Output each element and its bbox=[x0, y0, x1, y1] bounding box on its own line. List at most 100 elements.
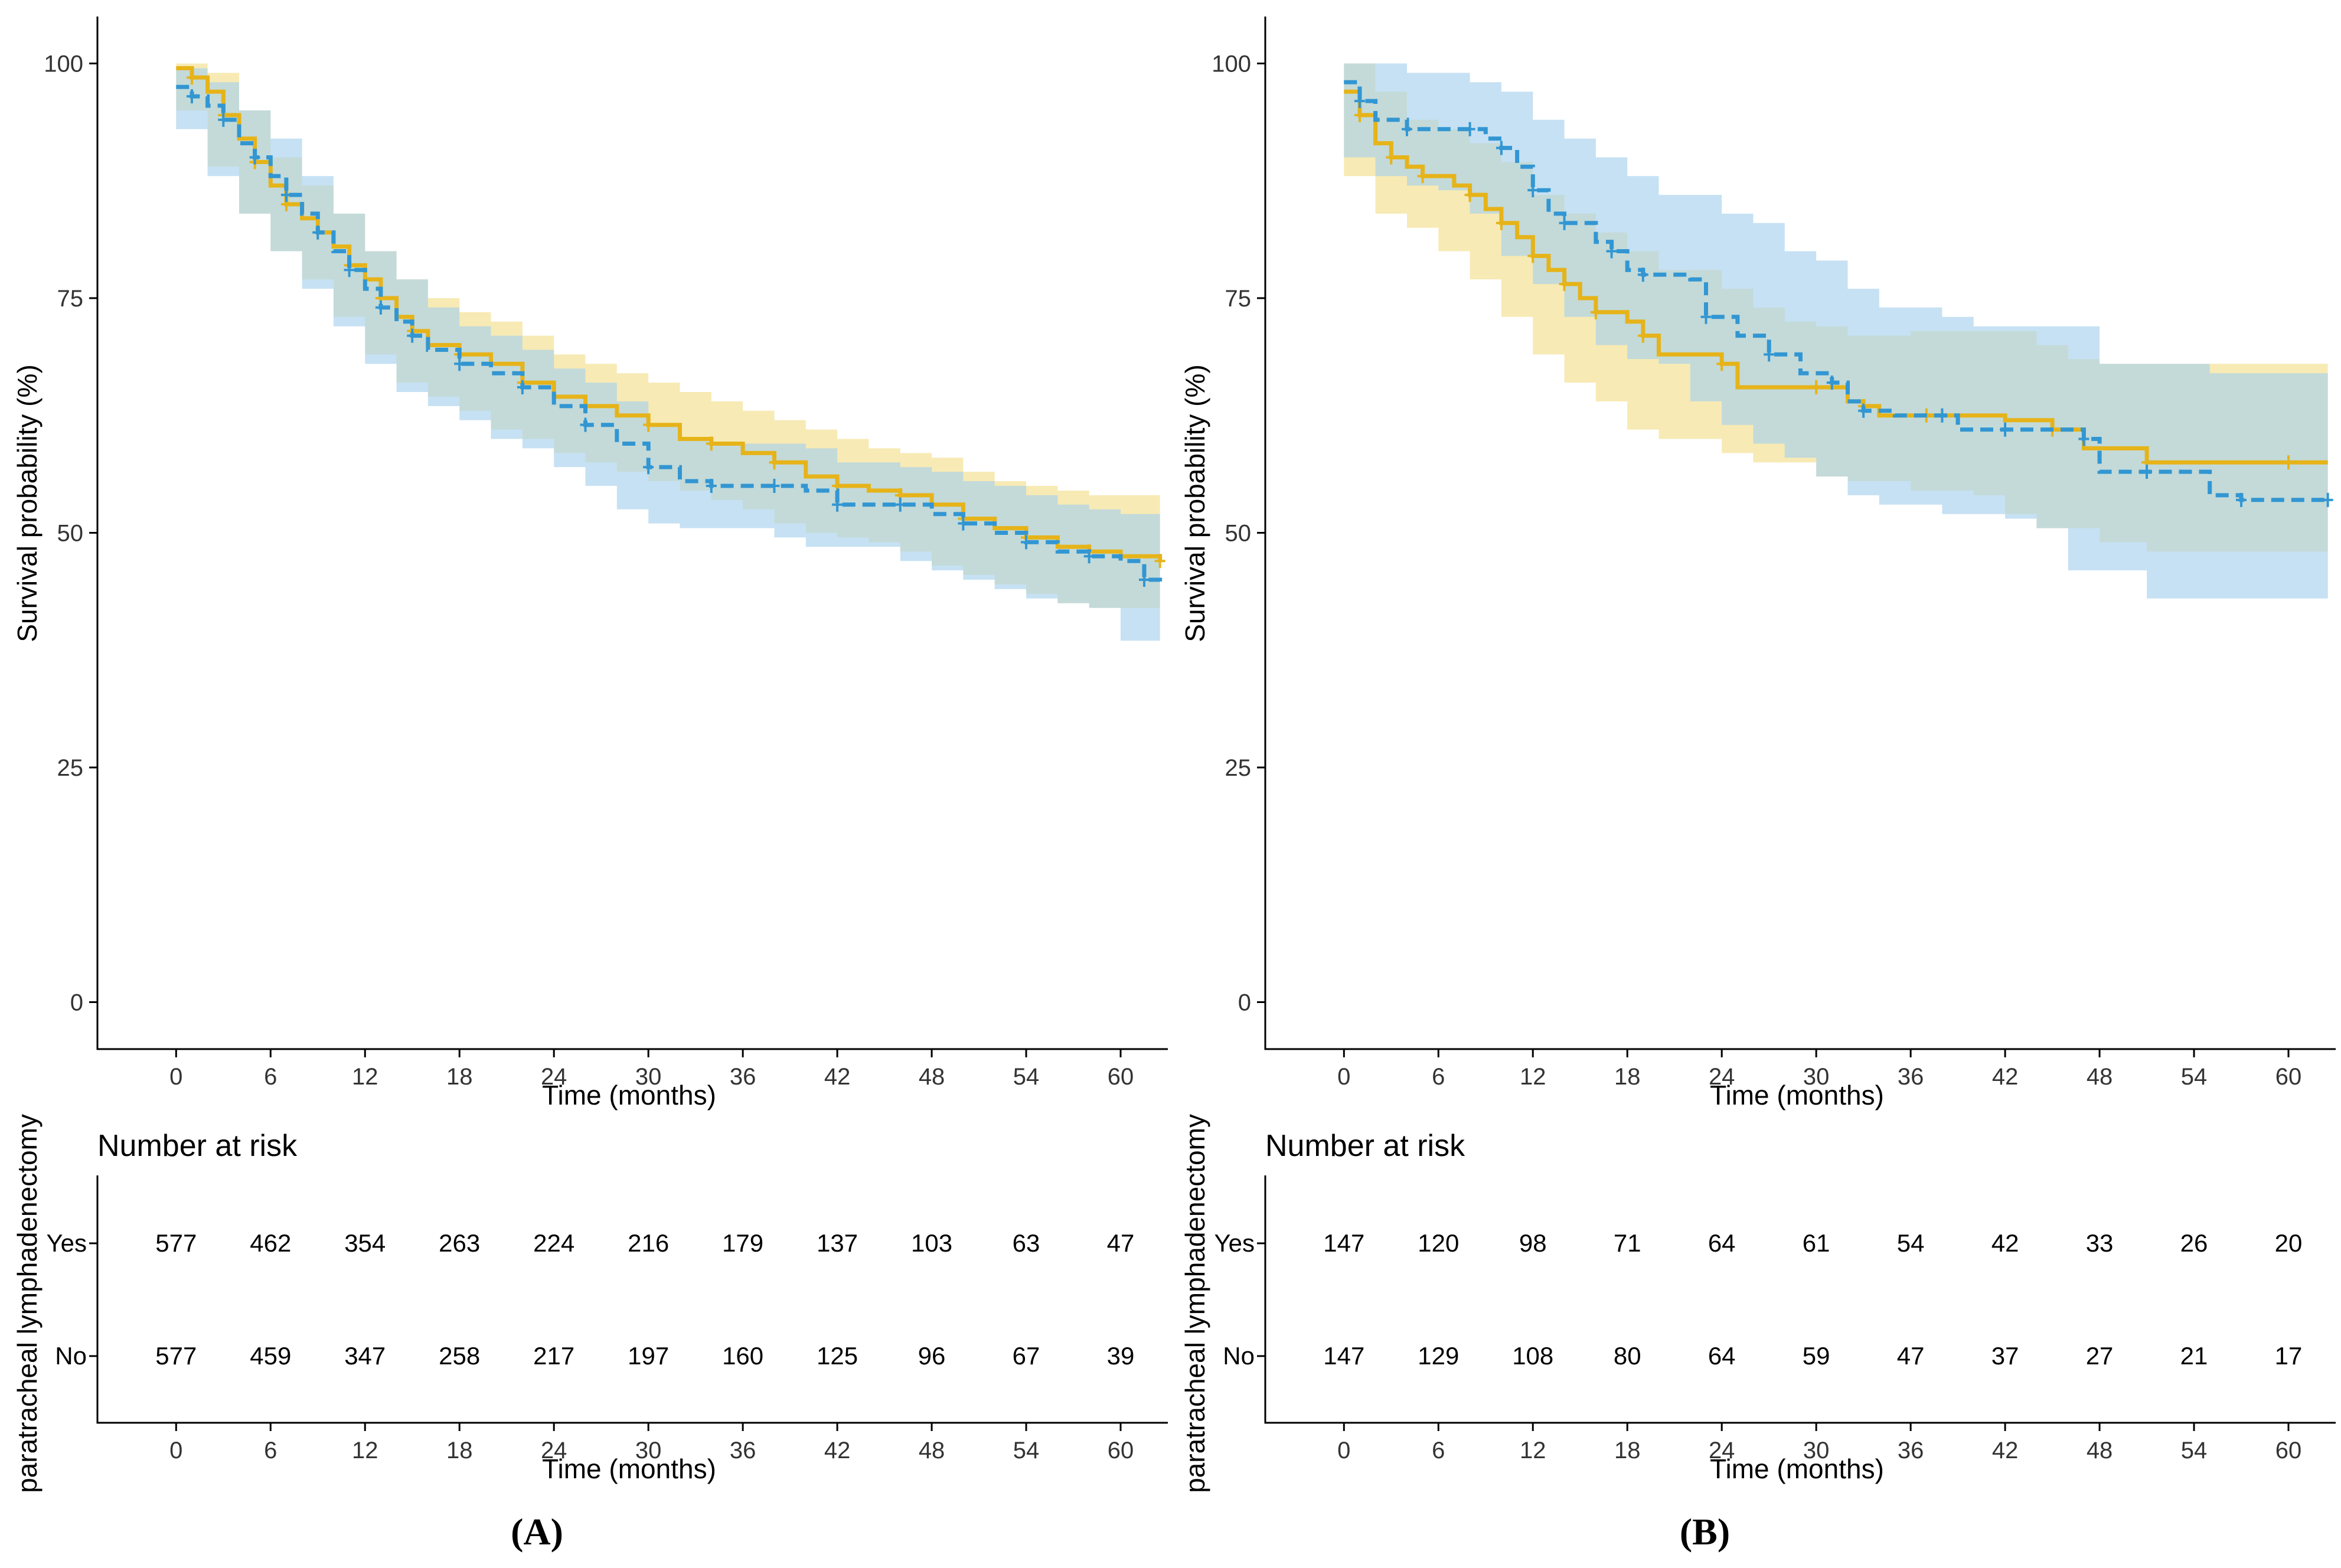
censor-mark-no bbox=[1527, 183, 1539, 198]
x-tick-label: 36 bbox=[730, 1064, 756, 1090]
censor-mark-yes bbox=[643, 417, 654, 432]
plot-axes bbox=[96, 17, 1168, 1050]
risk-count: 347 bbox=[344, 1342, 386, 1370]
risk-table-title: Number at risk bbox=[1265, 1129, 1465, 1163]
risk-x-tick-label: 24 bbox=[541, 1438, 567, 1464]
y-tick-label: 25 bbox=[57, 755, 84, 781]
censor-mark-yes bbox=[706, 436, 717, 451]
risk-count: 17 bbox=[2275, 1342, 2303, 1370]
risk-x-tick-label: 0 bbox=[169, 1438, 182, 1464]
censor-mark-no bbox=[1464, 122, 1475, 136]
y-tick-label: 25 bbox=[1225, 755, 1252, 781]
risk-x-tick-label: 48 bbox=[919, 1438, 945, 1464]
x-tick-label: 6 bbox=[1432, 1064, 1445, 1090]
risk-count: 67 bbox=[1013, 1342, 1040, 1370]
risk-count: 47 bbox=[1107, 1229, 1135, 1257]
risk-table-axes bbox=[96, 1175, 1168, 1424]
censor-mark-no bbox=[375, 300, 386, 315]
risk-count: 147 bbox=[1323, 1229, 1364, 1257]
risk-count: 39 bbox=[1107, 1342, 1135, 1370]
censor-mark-yes bbox=[1811, 380, 1822, 395]
risk-count: 125 bbox=[817, 1342, 858, 1370]
censor-mark-no bbox=[1354, 94, 1365, 109]
risk-x-tick-label: 36 bbox=[730, 1438, 756, 1464]
risk-row-label-no: No bbox=[55, 1342, 87, 1370]
risk-count: 179 bbox=[722, 1229, 763, 1257]
censor-mark-no bbox=[1826, 375, 1837, 390]
risk-x-tick-label: 54 bbox=[1013, 1438, 1040, 1464]
censor-mark-yes bbox=[1496, 215, 1507, 230]
risk-count: 96 bbox=[918, 1342, 946, 1370]
risk-x-tick-label: 48 bbox=[2087, 1438, 2113, 1464]
risk-count: 258 bbox=[439, 1342, 480, 1370]
x-tick-label: 0 bbox=[169, 1064, 182, 1090]
y-tick-label: 50 bbox=[1225, 521, 1252, 547]
risk-y-axis-title: paratracheal lymphadenectomy bbox=[12, 1114, 43, 1493]
x-tick-label: 18 bbox=[1614, 1064, 1641, 1090]
risk-count: 47 bbox=[1897, 1342, 1925, 1370]
risk-x-tick-label: 54 bbox=[2181, 1438, 2208, 1464]
censor-mark-no bbox=[1700, 309, 1712, 324]
censor-mark-no bbox=[958, 516, 969, 531]
survival-line-no bbox=[1344, 80, 2328, 502]
risk-x-axis-title: Time (months) bbox=[1710, 1453, 1884, 1484]
x-tick-label: 18 bbox=[446, 1064, 473, 1090]
y-axis-title: Survival probability (%) bbox=[1180, 364, 1210, 642]
risk-x-tick-label: 6 bbox=[1432, 1438, 1445, 1464]
censor-mark-no bbox=[280, 188, 292, 202]
risk-x-tick-label: 60 bbox=[1108, 1438, 1134, 1464]
risk-x-tick-label: 6 bbox=[264, 1438, 277, 1464]
censor-mark-no bbox=[407, 328, 418, 343]
risk-y-axis-title: paratracheal lymphadenectomy bbox=[1180, 1114, 1210, 1493]
risk-table-title: Number at risk bbox=[97, 1129, 298, 1163]
censor-mark-no bbox=[312, 225, 324, 240]
x-tick-label: 30 bbox=[635, 1064, 662, 1090]
ci-band-no bbox=[1344, 63, 2328, 599]
risk-count: 108 bbox=[1512, 1342, 1553, 1370]
censor-mark-no bbox=[1637, 267, 1648, 282]
censor-mark-no bbox=[1559, 215, 1570, 230]
risk-count: 59 bbox=[1803, 1342, 1830, 1370]
risk-count: 42 bbox=[1991, 1229, 2019, 1257]
y-tick-label: 75 bbox=[1225, 286, 1252, 312]
censor-mark-no bbox=[769, 479, 780, 493]
risk-count: 27 bbox=[2086, 1342, 2114, 1370]
x-tick-label: 12 bbox=[352, 1064, 378, 1090]
y-tick-label: 50 bbox=[57, 521, 84, 547]
censor-mark-yes bbox=[1464, 188, 1475, 202]
censor-mark-no bbox=[2000, 422, 2011, 437]
risk-count: 33 bbox=[2086, 1229, 2114, 1257]
risk-row-label-yes: Yes bbox=[1214, 1229, 1255, 1257]
x-tick-label: 54 bbox=[2181, 1064, 2208, 1090]
risk-x-axis-title: Time (months) bbox=[542, 1453, 716, 1484]
censor-mark-no bbox=[1021, 535, 1032, 550]
risk-count: 26 bbox=[2180, 1229, 2208, 1257]
risk-count: 61 bbox=[1803, 1229, 1830, 1257]
censor-mark-no bbox=[832, 497, 843, 512]
censor-mark-no bbox=[1937, 408, 1948, 423]
risk-x-tick-label: 12 bbox=[1520, 1438, 1546, 1464]
risk-count: 120 bbox=[1418, 1229, 1459, 1257]
risk-x-tick-label: 42 bbox=[1992, 1438, 2019, 1464]
risk-x-tick-label: 36 bbox=[1898, 1438, 1924, 1464]
censor-mark-no bbox=[2141, 465, 2153, 479]
x-tick-label: 0 bbox=[1337, 1064, 1350, 1090]
censor-mark-no bbox=[218, 112, 229, 127]
risk-x-tick-label: 18 bbox=[446, 1438, 473, 1464]
plot-area bbox=[1344, 63, 2333, 599]
risk-count: 462 bbox=[250, 1229, 291, 1257]
censor-mark-no bbox=[1764, 347, 1775, 362]
censor-mark-yes bbox=[1417, 169, 1428, 184]
risk-count: 216 bbox=[628, 1229, 669, 1257]
y-tick-label: 0 bbox=[70, 990, 83, 1016]
risk-count: 217 bbox=[533, 1342, 574, 1370]
censor-mark-no bbox=[344, 263, 355, 277]
panel-label: (B) bbox=[1680, 1511, 1730, 1553]
risk-count: 577 bbox=[155, 1229, 197, 1257]
censor-mark-no bbox=[894, 497, 906, 512]
censor-mark-yes bbox=[1590, 305, 1601, 319]
panel-label: (A) bbox=[511, 1511, 563, 1553]
x-tick-label: 6 bbox=[264, 1064, 277, 1090]
